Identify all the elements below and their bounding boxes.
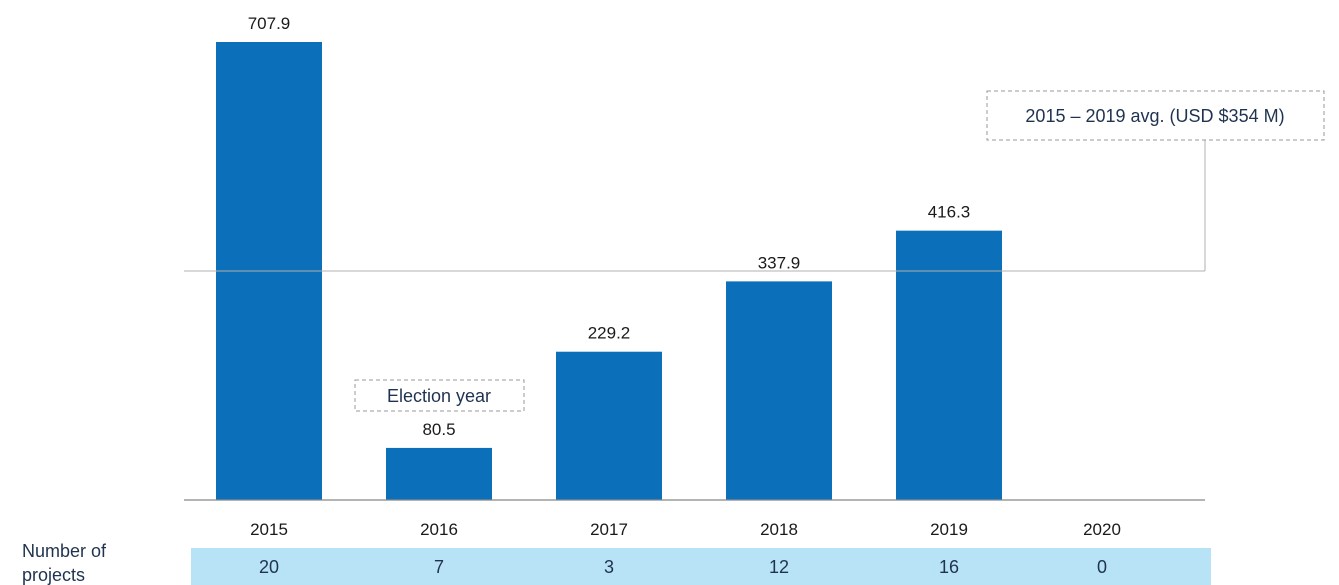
bars-group: [216, 42, 1002, 501]
bar-2019: [896, 230, 1002, 501]
bar-2017: [556, 351, 662, 500]
election-year-callout: Election year: [354, 379, 525, 412]
project-count-band: [191, 548, 1211, 585]
project-count-2018: 12: [769, 557, 789, 577]
bar-2016: [386, 447, 492, 500]
x-tick-label-2015: 2015: [250, 520, 288, 539]
value-label-2017: 229.2: [588, 324, 631, 343]
projects-row-label-line1: Number of: [22, 541, 107, 561]
election-year-box: [354, 379, 525, 412]
project-count-2019: 16: [939, 557, 959, 577]
x-tick-label-2020: 2020: [1083, 520, 1121, 539]
value-labels-group: 707.9 80.5 229.2 337.9 416.3: [248, 14, 971, 439]
project-count-2020: 0: [1097, 557, 1107, 577]
project-count-2015: 20: [259, 557, 279, 577]
x-tick-label-2016: 2016: [420, 520, 458, 539]
value-label-2019: 416.3: [928, 203, 971, 222]
value-label-2016: 80.5: [422, 420, 455, 439]
value-label-2018: 337.9: [758, 253, 801, 272]
projects-row-label-line2: projects: [22, 565, 85, 585]
x-tick-label-2017: 2017: [590, 520, 628, 539]
value-label-2015: 707.9: [248, 14, 291, 33]
x-tick-label-2019: 2019: [930, 520, 968, 539]
average-callout: 2015 – 2019 avg. (USD $354 M): [986, 90, 1325, 141]
project-count-2016: 7: [434, 557, 444, 577]
x-tick-label-2018: 2018: [760, 520, 798, 539]
average-callout-box: [986, 90, 1325, 141]
category-labels-group: 2015 2016 2017 2018 2019 2020: [250, 520, 1121, 539]
project-counts-group: 20 7 3 12 16 0: [259, 557, 1107, 577]
average-callout-text: 2015 – 2019 avg. (USD $354 M): [1025, 106, 1284, 126]
bar-2018: [726, 281, 832, 500]
project-count-2017: 3: [604, 557, 614, 577]
election-year-text: Election year: [387, 386, 491, 406]
